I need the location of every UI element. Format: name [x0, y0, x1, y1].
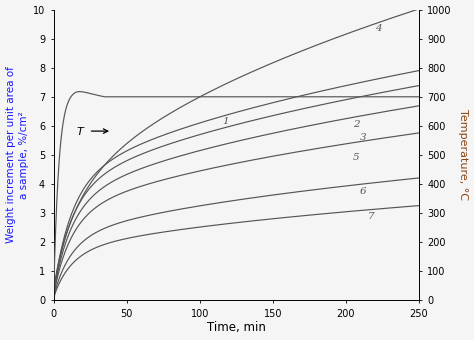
- Text: 6: 6: [360, 187, 367, 197]
- X-axis label: Time, min: Time, min: [207, 321, 265, 335]
- Y-axis label: Temperature, °C: Temperature, °C: [458, 109, 468, 201]
- Text: 3: 3: [360, 133, 367, 142]
- Text: 2: 2: [353, 120, 359, 129]
- Text: 1: 1: [223, 117, 229, 126]
- Text: 5: 5: [353, 153, 359, 162]
- Y-axis label: Weight increment per unit area of
a sample, %/cm²: Weight increment per unit area of a samp…: [6, 67, 29, 243]
- Text: $T$: $T$: [76, 125, 86, 137]
- Text: 7: 7: [367, 212, 374, 221]
- Text: 4: 4: [375, 24, 381, 33]
